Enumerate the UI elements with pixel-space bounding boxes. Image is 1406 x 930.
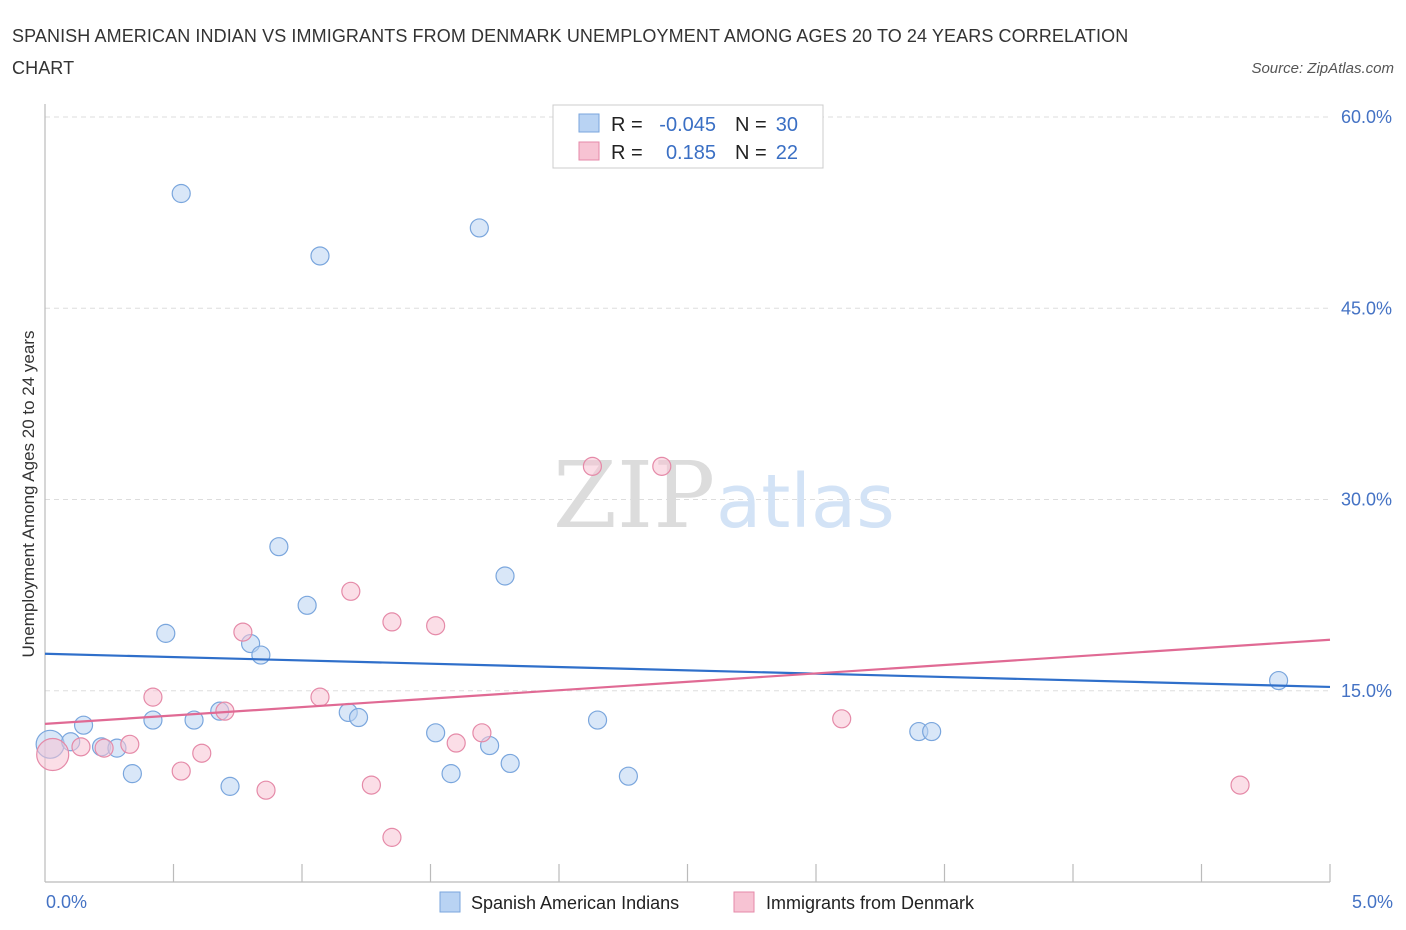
- point-immigrants-from-denmark-4: [143, 687, 163, 707]
- y-tick-label-30: 30.0%: [1341, 490, 1392, 510]
- point-immigrants-from-denmark-16: [446, 733, 466, 753]
- point-spanish-american-indians-2: [73, 715, 94, 735]
- stats-n-label-pink: N =: [735, 142, 767, 164]
- point-spanish-american-indians-11: [220, 776, 240, 796]
- point-immigrants-from-denmark-3: [120, 734, 140, 754]
- stats-swatch-blue: [578, 113, 600, 133]
- point-spanish-american-indians-14: [269, 537, 289, 557]
- legend-label-immigrants-from-denmark: Immigrants from Denmark: [766, 893, 975, 913]
- x-tick-label-min: 0.0%: [46, 892, 87, 912]
- point-immigrants-from-denmark-12: [361, 775, 381, 795]
- point-immigrants-from-denmark-19: [652, 456, 672, 476]
- trend-line-immigrants-from-denmark: [44, 638, 1331, 725]
- legend-label-spanish-american-indians: Spanish American Indians: [471, 893, 679, 913]
- legend-swatch-immigrants-from-denmark: [733, 891, 755, 913]
- point-spanish-american-indians-28: [922, 721, 942, 742]
- point-immigrants-from-denmark-17: [472, 723, 492, 743]
- point-immigrants-from-denmark-18: [582, 456, 603, 476]
- stats-swatch-pink: [578, 141, 600, 161]
- grid-lines: [45, 116, 1330, 692]
- point-spanish-american-indians-24: [500, 753, 520, 774]
- stats-r-label-pink: R =: [611, 142, 643, 164]
- point-immigrants-from-denmark-0: [36, 737, 70, 772]
- point-spanish-american-indians-9: [184, 710, 204, 730]
- stats-r-label-blue: R =: [611, 114, 643, 136]
- point-immigrants-from-denmark-13: [382, 827, 402, 847]
- stats-n-value-blue: 30: [776, 114, 798, 136]
- legend-swatch-spanish-american-indians: [439, 891, 461, 913]
- point-spanish-american-indians-25: [587, 710, 608, 730]
- point-spanish-american-indians-5: [122, 764, 142, 784]
- zipatlas-watermark: ZIP atlas: [553, 442, 895, 549]
- point-spanish-american-indians-6: [143, 710, 163, 730]
- series-legend: Spanish American Indians Immigrants from…: [439, 891, 975, 913]
- stats-n-value-pink: 22: [776, 142, 798, 164]
- point-spanish-american-indians-15: [297, 595, 317, 615]
- y-tick-label-15: 15.0%: [1341, 681, 1392, 701]
- y-tick-label-45: 45.0%: [1341, 298, 1392, 318]
- point-immigrants-from-denmark-21: [1230, 775, 1250, 795]
- watermark-zip: ZIP: [553, 442, 715, 549]
- point-immigrants-from-denmark-10: [310, 687, 330, 707]
- tick-labels: 15.0% 30.0% 45.0% 60.0% 0.0% 5.0%: [46, 107, 1393, 912]
- point-immigrants-from-denmark-5: [171, 761, 191, 781]
- stats-r-value-blue: -0.045: [659, 114, 716, 136]
- point-spanish-american-indians-19: [426, 723, 446, 743]
- x-tick-label-max: 5.0%: [1352, 892, 1393, 912]
- point-spanish-american-indians-26: [618, 766, 638, 786]
- point-spanish-american-indians-16: [310, 246, 330, 266]
- trend-lines: [44, 638, 1331, 725]
- watermark-atlas: atlas: [716, 459, 895, 545]
- trend-line-spanish-american-indians: [44, 652, 1331, 689]
- point-immigrants-from-denmark-9: [256, 780, 276, 800]
- y-axis-label: Unemployment Among Ages 20 to 24 years: [19, 331, 38, 658]
- source-label: Source: ZipAtlas.com: [1251, 60, 1394, 77]
- point-spanish-american-indians-18: [348, 707, 369, 728]
- point-immigrants-from-denmark-8: [233, 622, 253, 642]
- stats-r-value-pink: 0.185: [666, 142, 716, 164]
- stats-legend: R = -0.045 N = 30 R = 0.185 N = 22: [552, 104, 824, 169]
- point-spanish-american-indians-23: [495, 566, 515, 586]
- point-immigrants-from-denmark-14: [382, 612, 402, 632]
- point-spanish-american-indians-20: [441, 764, 461, 784]
- point-spanish-american-indians-7: [156, 623, 176, 643]
- point-immigrants-from-denmark-15: [426, 616, 446, 636]
- y-tick-label-60: 60.0%: [1341, 107, 1392, 127]
- point-spanish-american-indians-21: [469, 218, 489, 238]
- stats-n-label-blue: N =: [735, 114, 767, 136]
- point-immigrants-from-denmark-1: [71, 737, 91, 757]
- point-spanish-american-indians-8: [171, 183, 191, 204]
- chart-title: SPANISH AMERICAN INDIAN VS IMMIGRANTS FR…: [12, 26, 1129, 78]
- data-points: [35, 183, 1289, 847]
- point-immigrants-from-denmark-11: [341, 581, 361, 601]
- point-spanish-american-indians-13: [251, 645, 271, 665]
- point-immigrants-from-denmark-6: [192, 743, 212, 763]
- point-immigrants-from-denmark-20: [832, 709, 852, 729]
- point-immigrants-from-denmark-2: [94, 738, 114, 758]
